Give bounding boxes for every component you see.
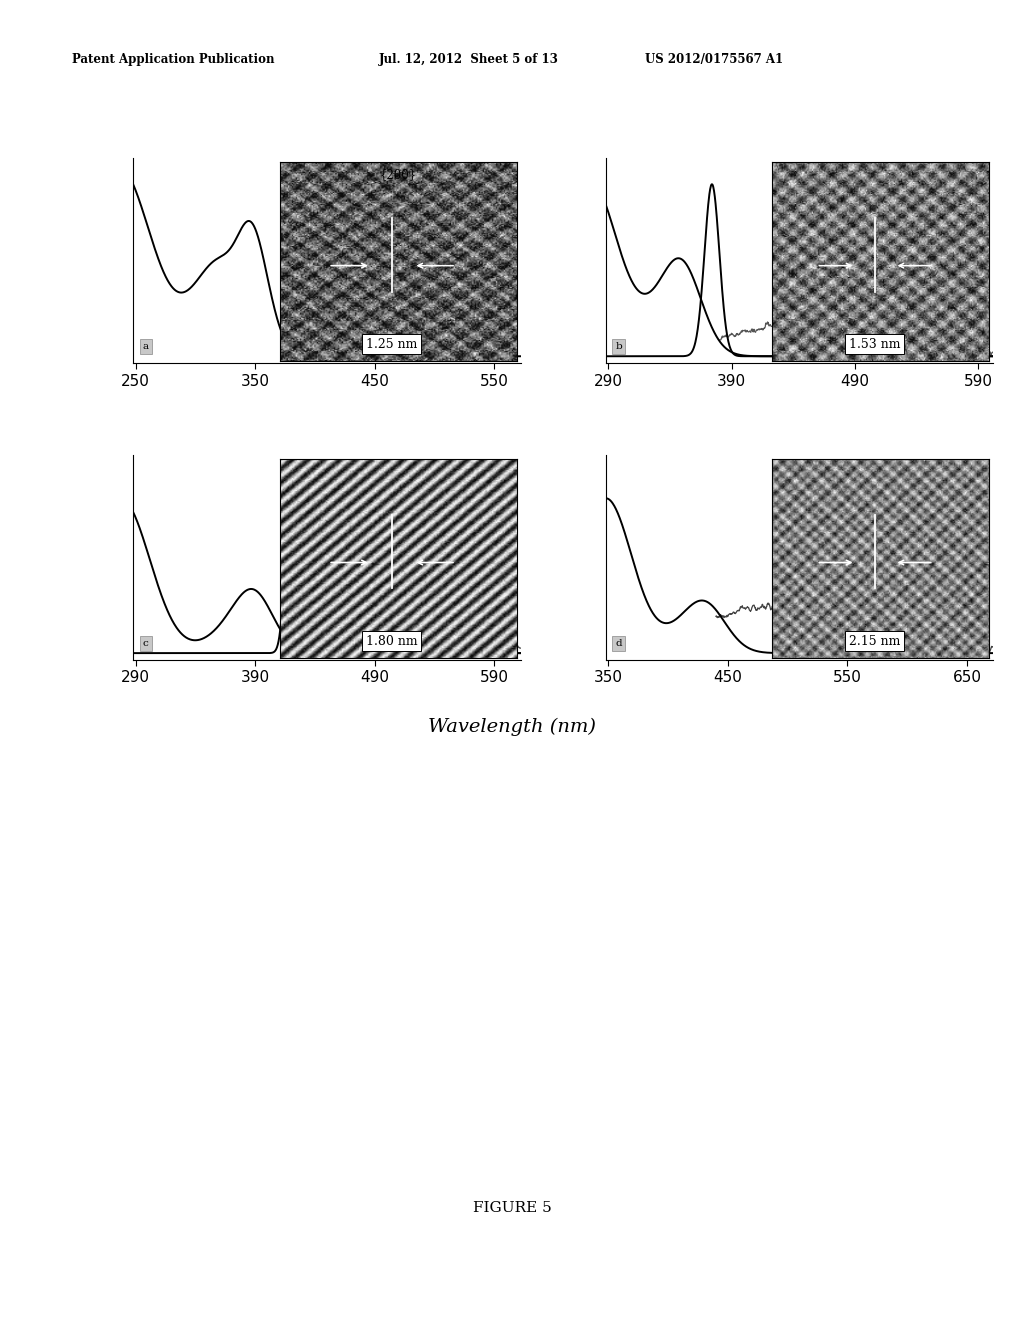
Text: Jul. 12, 2012  Sheet 5 of 13: Jul. 12, 2012 Sheet 5 of 13 — [379, 53, 559, 66]
Text: US 2012/0175567 A1: US 2012/0175567 A1 — [645, 53, 783, 66]
Text: b: b — [615, 342, 623, 351]
Text: c: c — [142, 639, 148, 648]
Text: Wavelength (nm): Wavelength (nm) — [428, 718, 596, 737]
Text: a: a — [142, 342, 148, 351]
Text: d: d — [615, 639, 623, 648]
Text: FIGURE 5: FIGURE 5 — [473, 1201, 551, 1216]
Text: Patent Application Publication: Patent Application Publication — [72, 53, 274, 66]
